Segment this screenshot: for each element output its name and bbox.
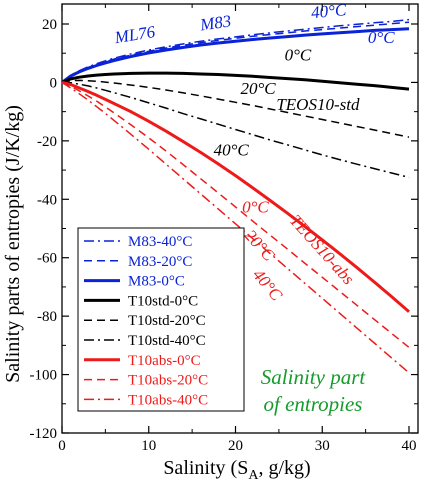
x-tick-label: 30 [315,438,330,454]
x-axis-label-subscript: A [248,468,259,483]
y-tick-label: -40 [37,192,57,208]
annotation-11: 40°C [249,265,287,305]
series-line-4 [61,79,410,138]
inset-caption-line-2: of entropies [264,392,363,416]
x-tick-label: 10 [141,438,156,454]
series-line-7 [61,81,410,348]
series-lines [61,18,410,374]
x-tick-label: 0 [58,438,66,454]
legend-label-7: T10abs-20°C [128,373,208,389]
legend-label-4: T10std-20°C [128,313,206,329]
annotation-6: TEOS10-std [276,95,360,114]
annotation-0: ML76 [112,22,157,47]
annotation-4: 0°C [285,46,312,65]
legend-label-8: T10abs-40°C [128,392,208,408]
annotation-9: 20°C [241,226,279,265]
axis-ticks [61,4,418,434]
inset-caption: Salinity part of entropies [261,365,367,416]
inset-caption-line-1: Salinity part [261,365,367,389]
series-line-2 [61,27,410,84]
plot-border [61,3,419,434]
legend-label-1: M83-20°C [128,254,192,270]
legend-label-0: M83-40°C [128,234,192,250]
x-axis-label: Salinity (SA, g/kg) [163,457,310,483]
legend: M83-40°C M83-20°C M83-0°C T10std-0°C T10std-… [77,227,245,412]
legend-box [77,227,245,412]
x-axis-label-tail: , g/kg) [258,457,310,479]
series-line-0 [61,18,410,83]
annotation-8: 0°C [242,197,269,216]
y-tick-label: -60 [37,251,57,267]
series-line-3 [61,71,410,91]
tick-labels: 0 10 20 30 40 -120 -100 -80 -60 -40 -20 0 20 [30,17,417,454]
annotation-7: 40°C [214,140,250,159]
legend-label-5: T10std-40°C [128,333,206,349]
legend-label-6: T10abs-0°C [128,353,201,369]
series-line-6 [61,80,410,313]
x-tick-label: 40 [402,438,417,454]
y-tick-label: -100 [30,368,58,384]
legend-label-3: T10std-0°C [128,293,198,309]
y-tick-label: -20 [37,134,57,150]
annotation-1: M83 [198,11,233,34]
annotation-2: 40°C [310,0,347,22]
y-tick-label: 0 [50,75,58,91]
y-tick-label: 20 [42,17,57,33]
legend-label-2: M83-0°C [128,274,185,290]
annotation-3: 0°C [368,28,395,47]
annotation-5: 20°C [240,79,276,98]
plot-frame [61,3,419,434]
series-line-1 [61,21,410,83]
x-tick-label: 20 [228,438,243,454]
y-tick-label: -120 [30,426,58,442]
series-line-8 [61,81,410,374]
y-axis-label: Salinity parts of entropies (J/K/kg) [2,105,24,383]
y-tick-label: -80 [37,309,57,325]
x-axis-label-main: Salinity (S [163,457,248,479]
